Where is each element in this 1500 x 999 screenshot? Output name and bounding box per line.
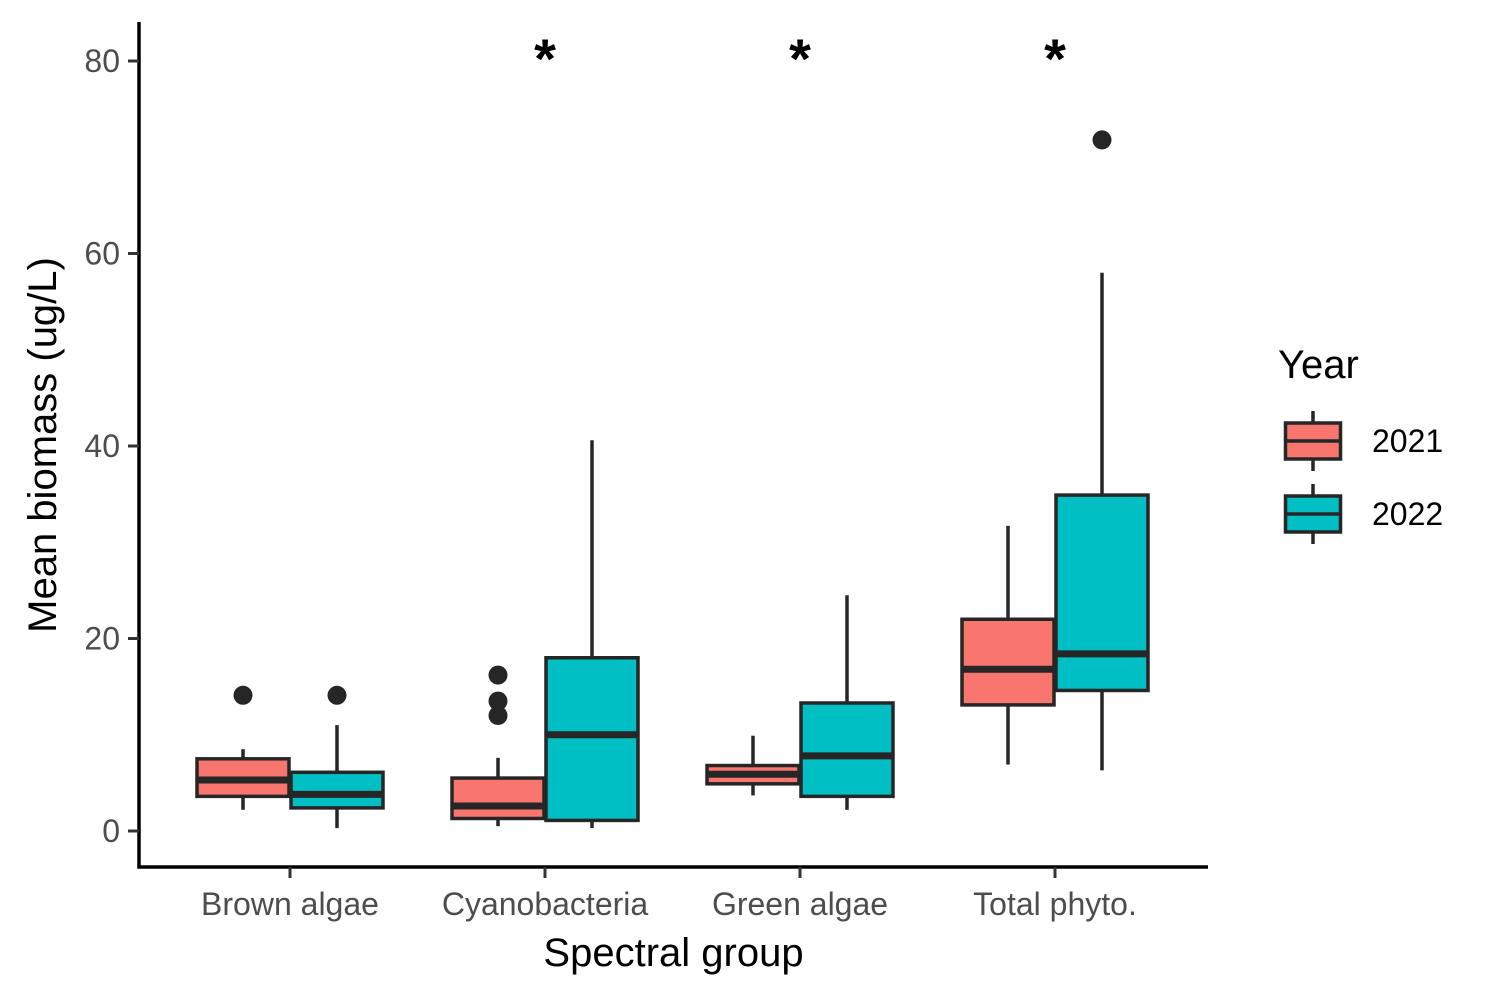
- x-axis-title: Spectral group: [543, 931, 803, 975]
- box-body: [799, 701, 895, 799]
- box-2022-0: [289, 685, 385, 829]
- x-tick-label: Green algae: [712, 886, 888, 922]
- legend-title: Year: [1278, 343, 1359, 387]
- y-tick-label: 40: [84, 428, 120, 464]
- x-tick-label: Cyanobacteria: [442, 886, 649, 922]
- y-tick-label: 80: [84, 43, 120, 79]
- box-2022-2: [799, 595, 895, 810]
- legend-item-2021: 2021: [1283, 411, 1443, 471]
- box-2022-1: [544, 440, 640, 829]
- box-body: [289, 770, 385, 810]
- y-axis-title: Mean biomass (ug/L): [21, 257, 65, 633]
- outlier-point: [1092, 130, 1112, 150]
- legend-label: 2022: [1372, 496, 1443, 532]
- box-body: [450, 776, 546, 821]
- significance-marker: *: [1044, 27, 1066, 90]
- outlier-point: [233, 685, 253, 705]
- box-body: [544, 656, 640, 823]
- box-2021-0: [195, 685, 291, 810]
- box-2022-3: [1054, 130, 1150, 771]
- box-2021-1: [450, 665, 546, 827]
- outlier-point: [488, 665, 508, 685]
- significance-marker: *: [789, 27, 811, 90]
- y-tick-label: 0: [102, 813, 120, 849]
- box-2021-2: [705, 735, 801, 796]
- outlier-point: [488, 706, 508, 725]
- box-body: [1054, 493, 1150, 693]
- y-tick-label: 60: [84, 236, 120, 272]
- legend-label: 2021: [1372, 423, 1443, 459]
- x-tick-label: Total phyto.: [973, 886, 1137, 922]
- box-2021-3: [960, 525, 1056, 765]
- legend-item-2022: 2022: [1283, 484, 1443, 544]
- box-body: [960, 617, 1056, 707]
- x-tick-label: Brown algae: [201, 886, 379, 922]
- outlier-point: [327, 685, 347, 705]
- outlier-point: [488, 691, 508, 711]
- significance-marker: *: [534, 27, 556, 90]
- y-tick-label: 20: [84, 621, 120, 657]
